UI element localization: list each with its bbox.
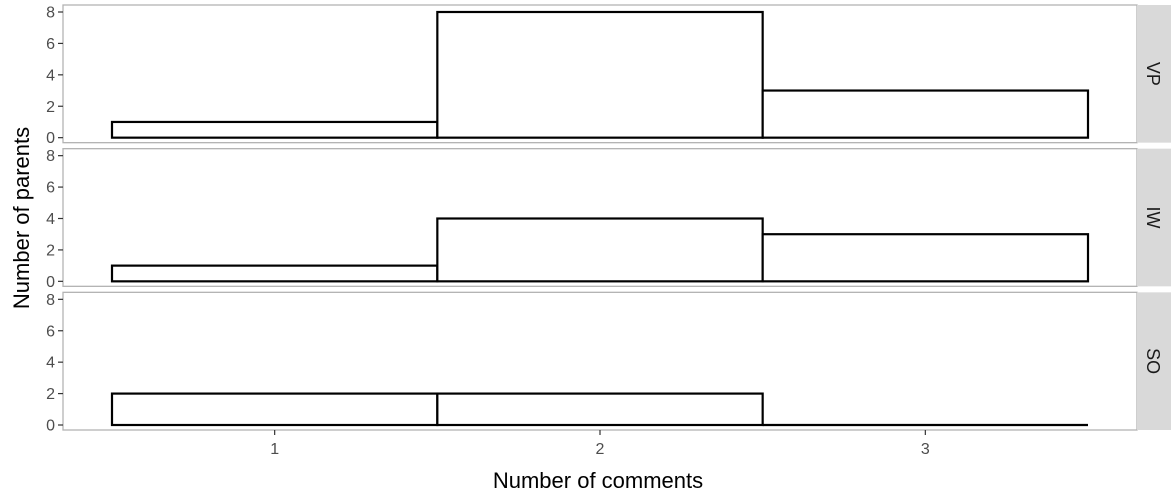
y-tick-label: 8 bbox=[46, 292, 55, 309]
y-tick-label: 0 bbox=[46, 274, 55, 291]
y-tick-label: 4 bbox=[46, 211, 55, 228]
y-tick-label: 0 bbox=[46, 418, 55, 435]
y-tick-label: 4 bbox=[46, 355, 55, 372]
x-tick-label: 1 bbox=[270, 441, 279, 458]
x-tick-label: 3 bbox=[921, 441, 930, 458]
histogram-bar bbox=[110, 264, 439, 283]
y-tick-label: 2 bbox=[46, 242, 55, 259]
x-axis-title: Number of comments bbox=[493, 468, 703, 493]
facet-strip bbox=[1137, 292, 1171, 430]
facet-strip-label: IW bbox=[1143, 207, 1163, 229]
histogram-bar bbox=[110, 120, 439, 139]
facet-strip bbox=[1137, 5, 1171, 143]
histogram-bar bbox=[436, 10, 764, 139]
facet-panel-so: SO 0 2 4 6 8 1 2 3 bbox=[46, 291, 1171, 458]
y-tick-label: 0 bbox=[46, 130, 55, 147]
facet-strip-label: VP bbox=[1143, 62, 1163, 86]
facet-panel-iw: IW 0 2 4 6 8 bbox=[46, 148, 1171, 291]
y-tick-label: 4 bbox=[46, 67, 55, 84]
histogram-bar bbox=[761, 233, 1090, 283]
y-tick-label: 2 bbox=[46, 99, 55, 116]
histogram-bar bbox=[436, 392, 764, 427]
facet-panel-vp: VP 0 2 4 6 8 bbox=[46, 4, 1171, 147]
y-tick-label: 6 bbox=[46, 36, 55, 53]
histogram-bar bbox=[761, 89, 1090, 139]
facet-strip-label: SO bbox=[1143, 348, 1163, 374]
histogram-bar bbox=[436, 217, 764, 283]
y-tick-label: 8 bbox=[46, 148, 55, 165]
y-tick-label: 8 bbox=[46, 5, 55, 22]
y-tick-label: 6 bbox=[46, 323, 55, 340]
y-tick-label: 2 bbox=[46, 386, 55, 403]
histogram-bar bbox=[110, 392, 439, 427]
y-axis-title: Number of parents bbox=[9, 127, 34, 309]
facet-panels: VP 0 2 4 6 8 IW 0 2 4 6 8 SO 0 2 4 6 8 1 2 3 bbox=[46, 4, 1171, 458]
facet-strip bbox=[1137, 148, 1171, 287]
x-tick-label: 2 bbox=[596, 441, 605, 458]
y-tick-label: 6 bbox=[46, 180, 55, 197]
